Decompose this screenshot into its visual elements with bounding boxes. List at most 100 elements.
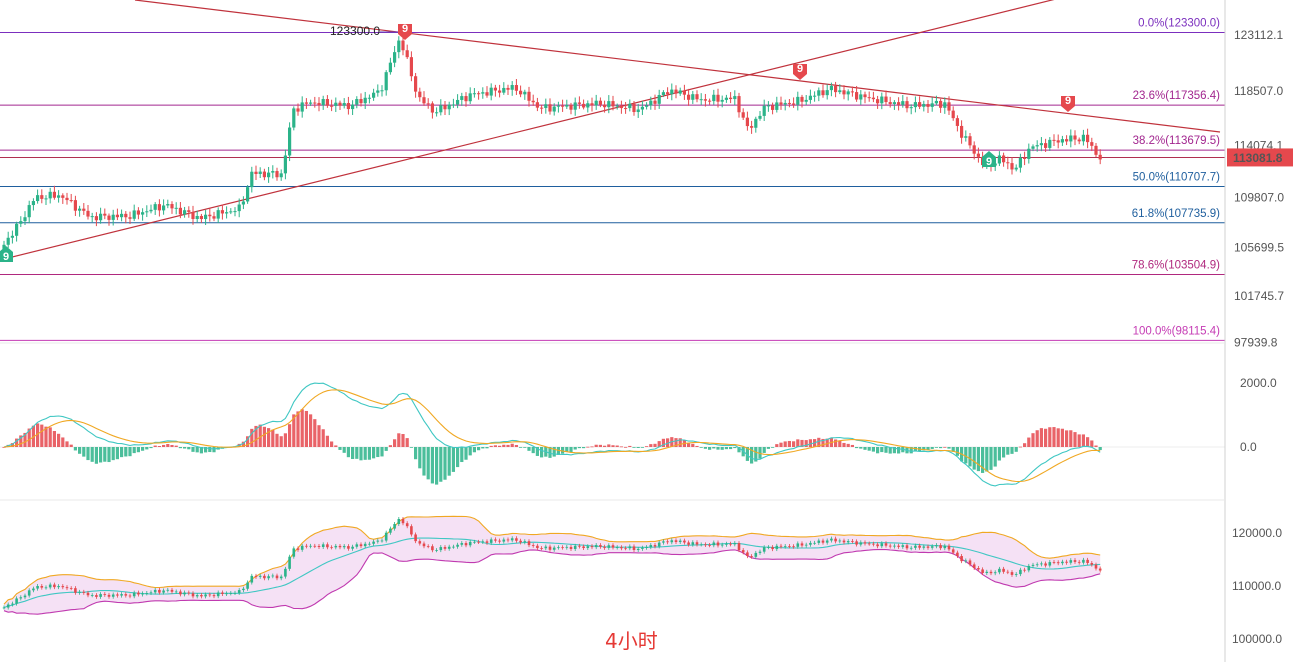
macd-histogram-bar xyxy=(451,447,455,472)
boll-candle-body xyxy=(338,545,342,548)
macd-histogram-bar xyxy=(346,447,350,458)
macd-histogram-bar xyxy=(124,447,128,457)
candle-body xyxy=(804,99,808,102)
td-marker-label: 9 xyxy=(3,251,9,263)
candle-body xyxy=(330,105,334,107)
candle-body xyxy=(670,89,674,95)
boll-candle-body xyxy=(48,584,52,588)
boll-candle-body xyxy=(170,589,174,592)
macd-histogram-bar xyxy=(401,434,405,447)
macd-histogram-bar xyxy=(384,447,388,451)
boll-candle-body xyxy=(817,540,821,543)
price-tick-label: 105699.5 xyxy=(1234,241,1284,255)
boll-candle-body xyxy=(1035,564,1039,566)
candle-body xyxy=(699,99,703,101)
boll-candle-body xyxy=(65,587,69,589)
macd-histogram-bar xyxy=(1060,428,1064,447)
boll-candle-body xyxy=(531,545,535,546)
boll-tick-label: 120000.0 xyxy=(1232,526,1282,540)
candle-body xyxy=(250,171,254,188)
macd-histogram-bar xyxy=(275,433,279,447)
candle-body xyxy=(838,90,842,93)
candle-body xyxy=(52,191,56,198)
candle-body xyxy=(888,102,892,105)
boll-candle-body xyxy=(796,543,800,547)
boll-candle-body xyxy=(653,545,657,547)
candle-body xyxy=(514,85,518,91)
candle-body xyxy=(649,100,653,106)
boll-candle-body xyxy=(300,545,304,550)
macd-histogram-bar xyxy=(107,447,111,463)
macd-histogram-bar xyxy=(363,447,367,460)
macd-histogram-bar xyxy=(846,443,850,447)
candle-body xyxy=(237,204,241,212)
boll-candle-body xyxy=(401,519,405,524)
candle-body xyxy=(90,216,94,218)
macd-histogram-bar xyxy=(296,411,300,447)
candle-body xyxy=(598,100,602,105)
candle-body xyxy=(48,191,52,199)
macd-histogram-bar xyxy=(460,447,464,463)
macd-histogram-bar xyxy=(321,429,325,447)
candle-body xyxy=(510,85,514,90)
macd-histogram-bar xyxy=(556,447,560,455)
candle-body xyxy=(498,90,502,93)
candle-body xyxy=(876,99,880,104)
boll-candle-body xyxy=(792,546,795,548)
candle-body xyxy=(955,118,959,126)
macd-histogram-bar xyxy=(561,447,565,454)
fib-label: 78.6%(103504.9) xyxy=(1132,260,1220,272)
macd-histogram-bar xyxy=(1077,434,1081,447)
macd-histogram-bar xyxy=(136,447,140,453)
candle-body xyxy=(10,235,14,238)
candle-body xyxy=(212,216,216,219)
macd-histogram-bar xyxy=(930,447,934,449)
macd-histogram-bar xyxy=(338,447,342,450)
boll-candle-body xyxy=(204,594,207,597)
macd-histogram-bar xyxy=(283,433,287,447)
macd-histogram-bar xyxy=(304,410,308,447)
boll-candle-body xyxy=(292,548,296,557)
td-marker-label: 9 xyxy=(797,63,803,75)
boll-candle-body xyxy=(569,546,573,549)
boll-candle-body xyxy=(267,576,270,579)
candle-body xyxy=(422,97,426,104)
price-tick-label: 97939.8 xyxy=(1234,336,1278,350)
candle-body xyxy=(960,125,964,138)
macd-histogram-bar xyxy=(99,447,103,463)
boll-candle-body xyxy=(1031,564,1035,566)
candle-body xyxy=(657,94,661,104)
boll-candle-body xyxy=(813,542,816,544)
candle-body xyxy=(859,94,863,100)
boll-candle-body xyxy=(779,545,783,547)
boll-candle-body xyxy=(746,552,749,557)
macd-histogram-bar xyxy=(409,447,413,448)
candle-body xyxy=(1014,167,1018,170)
macd-histogram-bar xyxy=(926,447,930,451)
boll-candle-body xyxy=(502,539,506,542)
boll-candle-body xyxy=(536,545,539,549)
candle-body xyxy=(787,102,791,104)
boll-candle-body xyxy=(473,541,476,543)
candle-body xyxy=(460,96,464,100)
td-nine-marker: 9 xyxy=(398,23,412,40)
boll-candle-body xyxy=(935,545,938,547)
candle-body xyxy=(1044,143,1048,148)
candle-body xyxy=(1090,142,1094,146)
macd-histogram-bar xyxy=(464,447,468,460)
boll-lower-line xyxy=(3,549,1101,615)
boll-candle-body xyxy=(678,540,682,543)
boll-candle-body xyxy=(964,560,968,562)
boll-candle-body xyxy=(1082,559,1085,563)
boll-candle-body xyxy=(1077,561,1081,563)
macd-histogram-bar xyxy=(821,438,825,447)
boll-candle-body xyxy=(561,547,564,549)
boll-candle-body xyxy=(951,549,955,553)
boll-candle-body xyxy=(1027,565,1031,571)
boll-candle-body xyxy=(242,588,245,591)
candle-body xyxy=(880,96,884,104)
macd-histogram-bar xyxy=(493,445,497,447)
candle-body xyxy=(548,104,552,112)
